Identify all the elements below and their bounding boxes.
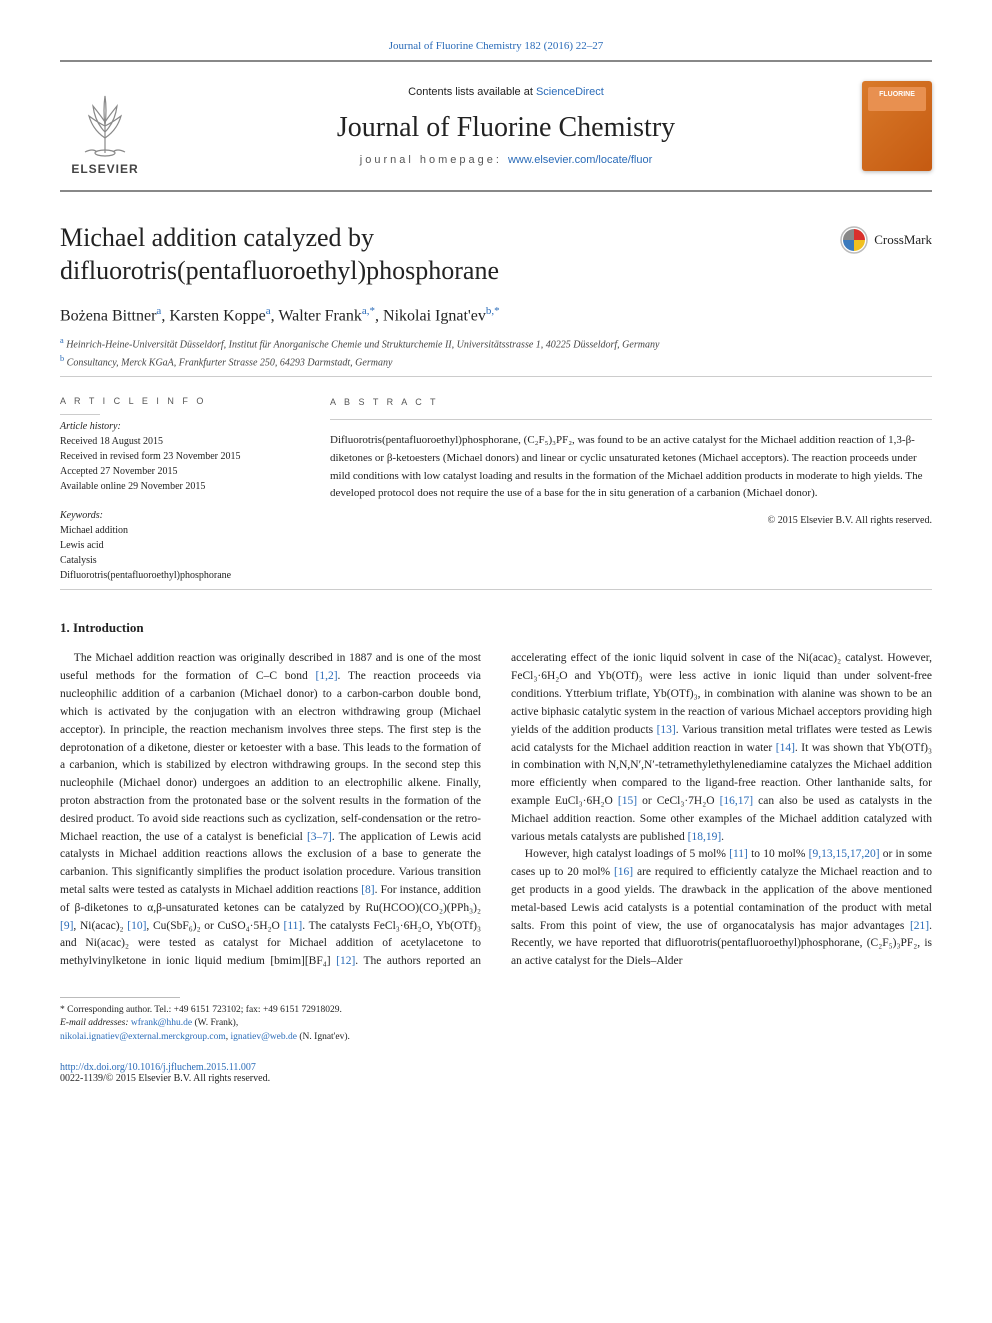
- body-text: However, high catalyst loadings of 5 mol…: [525, 848, 729, 860]
- elsevier-logo[interactable]: ELSEVIER: [60, 76, 150, 176]
- masthead-bottom-rule: [60, 190, 932, 192]
- ref-link[interactable]: [9]: [60, 920, 73, 932]
- abstract-text: Difluorotris(pentafluoroethyl)phosphoran…: [330, 432, 932, 502]
- abstract-label: A B S T R A C T: [330, 395, 932, 409]
- history-line: Accepted 27 November 2015: [60, 464, 290, 479]
- footnotes: * Corresponding author. Tel.: +49 6151 7…: [60, 1004, 460, 1044]
- ref-link[interactable]: [16,17]: [720, 795, 754, 807]
- history-line: Received in revised form 23 November 201…: [60, 449, 290, 464]
- keyword: Lewis acid: [60, 538, 290, 553]
- email-link[interactable]: nikolai.ignatiev@external.merckgroup.com: [60, 1032, 226, 1042]
- email-who: (W. Frank),: [192, 1018, 238, 1028]
- keyword: Difluorotris(pentafluoroethyl)phosphoran…: [60, 568, 290, 583]
- ref-link[interactable]: [11]: [284, 920, 303, 932]
- crossmark-icon: [840, 226, 868, 254]
- affiliation: a Heinrich-Heine-Universität Düsseldorf,…: [60, 335, 932, 352]
- history-lines: Received 18 August 2015Received in revis…: [60, 434, 290, 494]
- doi-link[interactable]: http://dx.doi.org/10.1016/j.jfluchem.201…: [60, 1062, 256, 1073]
- abstract-copyright: © 2015 Elsevier B.V. All rights reserved…: [330, 513, 932, 529]
- masthead-center: Contents lists available at ScienceDirec…: [150, 86, 862, 166]
- crossmark-badge[interactable]: CrossMark: [840, 226, 932, 254]
- article-title: Michael addition catalyzed by difluorotr…: [60, 222, 760, 287]
- article-info-rule: [60, 414, 100, 415]
- body-text: to 10 mol%: [748, 848, 809, 860]
- homepage-link[interactable]: www.elsevier.com/locate/fluor: [508, 154, 652, 166]
- top-citation-link[interactable]: Journal of Fluorine Chemistry 182 (2016)…: [389, 40, 603, 52]
- keywords-title: Keywords:: [60, 508, 290, 523]
- keyword: Catalysis: [60, 553, 290, 568]
- journal-cover-thumb[interactable]: [862, 81, 932, 171]
- affiliation: b Consultancy, Merck KGaA, Frankfurter S…: [60, 353, 932, 370]
- elsevier-wordmark: ELSEVIER: [71, 162, 138, 176]
- ref-link[interactable]: [11]: [729, 848, 748, 860]
- email-link[interactable]: wfrank@hhu.de: [131, 1018, 192, 1028]
- body-text: or CeCl₃·7H₂O: [637, 795, 720, 807]
- section-1-title: 1. Introduction: [60, 620, 932, 636]
- footnote-rule: [60, 997, 180, 998]
- article-header: CrossMark Michael addition catalyzed by …: [60, 222, 932, 370]
- ref-link[interactable]: [16]: [614, 866, 633, 878]
- meta-row: A R T I C L E I N F O Article history: R…: [60, 395, 932, 584]
- footer-line: http://dx.doi.org/10.1016/j.jfluchem.201…: [60, 1062, 932, 1084]
- corresponding-author: * Corresponding author. Tel.: +49 6151 7…: [60, 1004, 460, 1017]
- ref-link[interactable]: [9,13,15,17,20]: [809, 848, 880, 860]
- ref-link[interactable]: [10]: [127, 920, 146, 932]
- abstract: A B S T R A C T Difluorotris(pentafluoro…: [330, 395, 932, 584]
- email-link[interactable]: ignatiev@web.de: [230, 1032, 297, 1042]
- crossmark-label: CrossMark: [874, 232, 932, 248]
- ref-link[interactable]: [13]: [657, 724, 676, 736]
- article-info: A R T I C L E I N F O Article history: R…: [60, 395, 290, 584]
- body-text: , Ni(acac)₂: [73, 920, 127, 932]
- article-info-label: A R T I C L E I N F O: [60, 395, 290, 409]
- top-citation: Journal of Fluorine Chemistry 182 (2016)…: [60, 40, 932, 52]
- body-paragraph-2: However, high catalyst loadings of 5 mol…: [511, 846, 932, 971]
- keyword-lines: Michael additionLewis acidCatalysisDiflu…: [60, 523, 290, 583]
- keyword: Michael addition: [60, 523, 290, 538]
- body-columns: The Michael addition reaction was origin…: [60, 650, 932, 971]
- ref-link[interactable]: [15]: [618, 795, 637, 807]
- authors-line: Bożena Bittnera, Karsten Koppea, Walter …: [60, 305, 932, 325]
- ref-link[interactable]: [3–7]: [307, 831, 332, 843]
- emails-line: E-mail addresses: wfrank@hhu.de (W. Fran…: [60, 1017, 460, 1030]
- emails-label: E-mail addresses:: [60, 1018, 131, 1028]
- homepage-line: journal homepage: www.elsevier.com/locat…: [170, 154, 842, 166]
- masthead-top-rule: [60, 60, 932, 62]
- body-text: , Cu(SbF₆)₂ or CuSO₄·5H₂O: [146, 920, 283, 932]
- history-line: Received 18 August 2015: [60, 434, 290, 449]
- masthead: ELSEVIER Contents lists available at Sci…: [60, 68, 932, 184]
- elsevier-tree-icon: [75, 88, 135, 158]
- ref-link[interactable]: [21]: [910, 920, 929, 932]
- journal-name: Journal of Fluorine Chemistry: [170, 112, 842, 144]
- history-title: Article history:: [60, 419, 290, 434]
- email-who: (N. Ignat'ev).: [297, 1032, 350, 1042]
- sciencedirect-link[interactable]: ScienceDirect: [536, 86, 604, 98]
- contents-prefix: Contents lists available at: [408, 86, 536, 98]
- affiliations: a Heinrich-Heine-Universität Düsseldorf,…: [60, 335, 932, 370]
- ref-link[interactable]: [12]: [336, 955, 355, 967]
- body-text: . The reaction proceeds via nucleophilic…: [60, 670, 481, 842]
- homepage-prefix: journal homepage:: [360, 154, 508, 166]
- ref-link[interactable]: [1,2]: [315, 670, 337, 682]
- ref-link[interactable]: [14]: [776, 742, 795, 754]
- contents-line: Contents lists available at ScienceDirec…: [170, 86, 842, 98]
- emails-line-2: nikolai.ignatiev@external.merckgroup.com…: [60, 1031, 460, 1044]
- ref-link[interactable]: [8]: [361, 884, 374, 896]
- issn-copyright: 0022-1139/© 2015 Elsevier B.V. All right…: [60, 1073, 270, 1084]
- ref-link[interactable]: [18,19]: [688, 831, 722, 843]
- body-text: .: [721, 831, 724, 843]
- abstract-rule: [330, 419, 932, 420]
- meta-bottom-rule: [60, 589, 932, 590]
- history-line: Available online 29 November 2015: [60, 479, 290, 494]
- article-info-top-rule: [60, 376, 932, 377]
